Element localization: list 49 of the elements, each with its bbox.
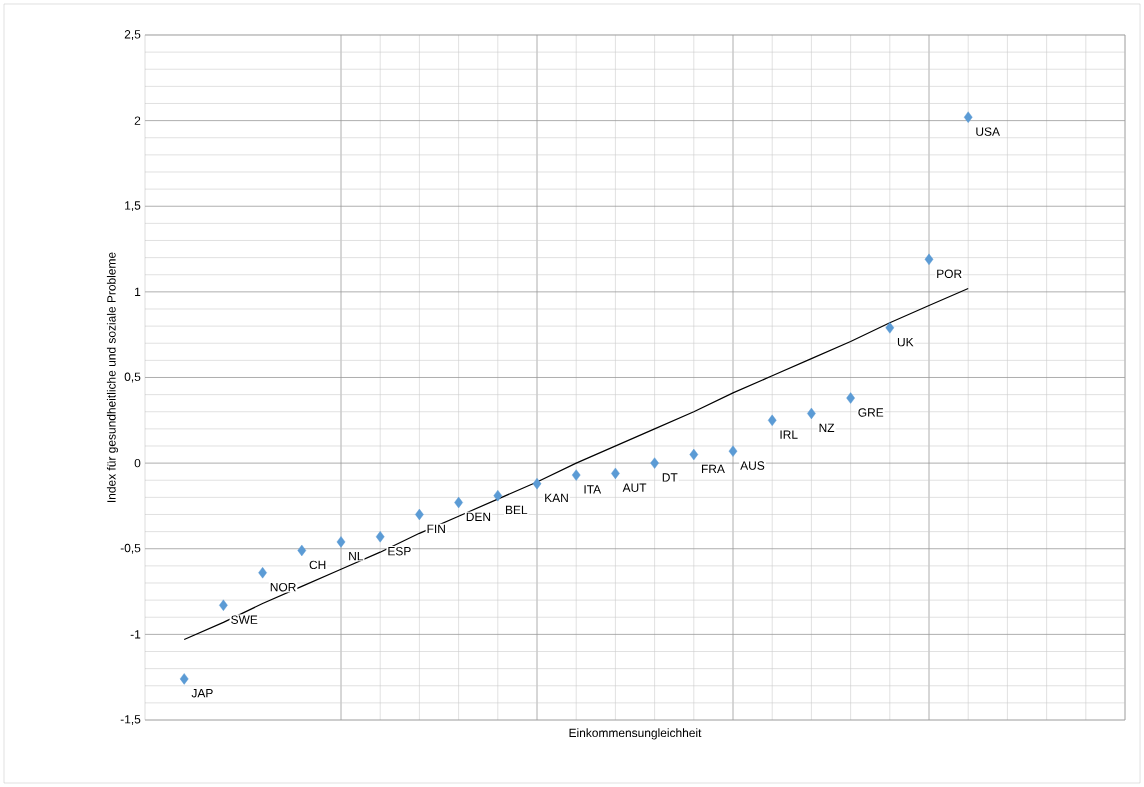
point	[885, 322, 895, 334]
data-label: AUS	[740, 461, 765, 470]
data-label: NZ	[819, 423, 835, 432]
data-label: DT	[662, 473, 678, 482]
y-tick-label: 0	[134, 458, 141, 468]
point	[846, 392, 855, 404]
point	[297, 544, 307, 557]
data-label: CH	[309, 560, 326, 570]
point	[689, 448, 699, 461]
y-tick-label: 1,5	[125, 201, 141, 212]
y-tick-label: -0,5	[120, 543, 141, 554]
point	[219, 599, 228, 611]
data-label: FRA	[701, 464, 725, 473]
y-tick-label: -1,5	[120, 715, 141, 725]
point	[963, 111, 973, 123]
data-label: KAN	[545, 493, 568, 503]
data-label: BEL	[505, 505, 528, 515]
point	[375, 531, 385, 543]
data-label: UK	[897, 338, 914, 347]
point	[924, 253, 934, 266]
data-label: NOR	[270, 582, 296, 592]
data-label: SWE	[231, 615, 258, 624]
point	[532, 477, 542, 490]
data-label: ITA	[584, 485, 602, 494]
point	[493, 489, 503, 502]
x-axis-title: Einkommensungleichheit	[569, 728, 702, 740]
point	[767, 414, 777, 426]
y-tick-label: 1	[135, 287, 141, 296]
point	[336, 536, 346, 548]
point	[179, 673, 189, 685]
data-label: GRE	[858, 408, 884, 417]
data-label: DEN	[466, 512, 491, 521]
data-label: IRL	[780, 430, 798, 439]
point	[650, 457, 659, 469]
data-label: AUT	[622, 483, 647, 492]
data-label: USA	[976, 127, 1000, 136]
data-label: POR	[937, 269, 962, 278]
y-tick-label: 0,5	[124, 372, 141, 383]
point	[728, 445, 738, 457]
y-tick-label: 2	[134, 116, 141, 125]
data-label: FIN	[427, 524, 445, 533]
data-label: JAP	[191, 689, 213, 698]
point	[258, 567, 267, 579]
y-tick-label: 2,5	[124, 30, 141, 40]
y-axis-title: Index für gesundheitliche und soziale Probleme	[106, 252, 119, 502]
data-label: ESP	[388, 546, 411, 556]
point	[571, 469, 581, 481]
y-tick-label: -1	[130, 630, 141, 639]
data-label: NL	[349, 552, 364, 561]
